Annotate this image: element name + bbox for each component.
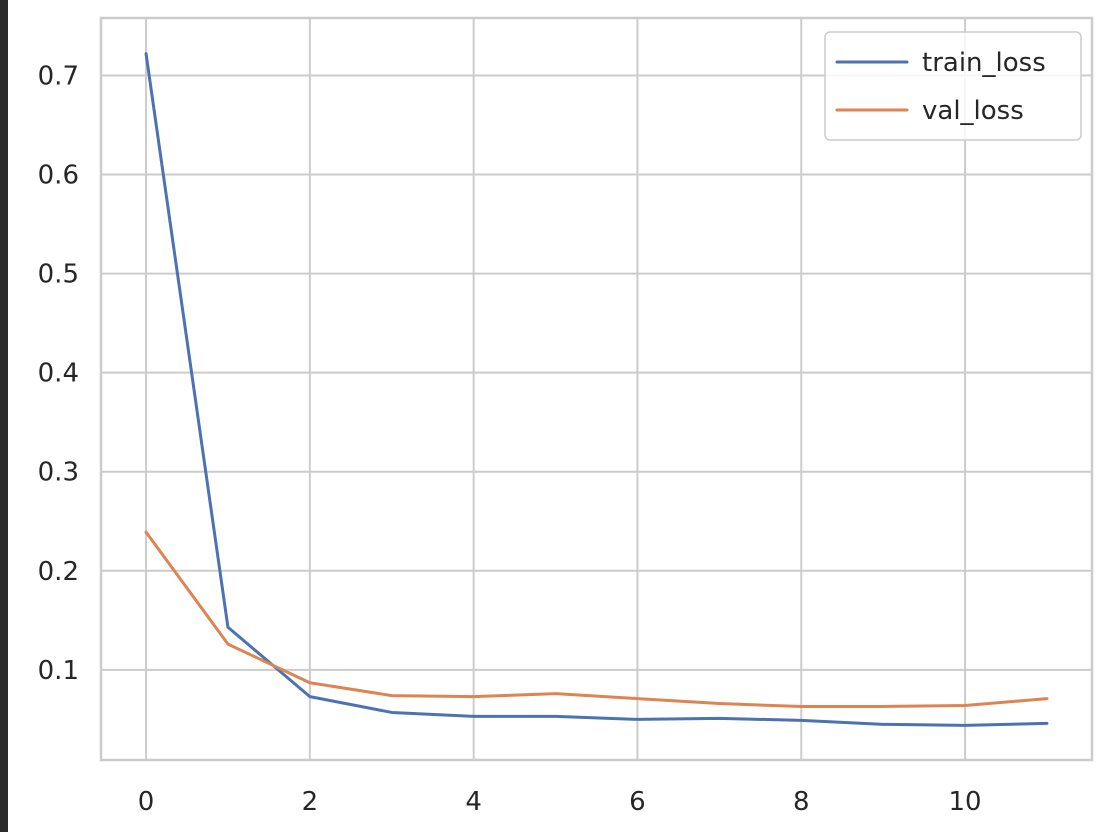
y-tick-label: 0.7 bbox=[38, 61, 79, 91]
y-axis-tick-labels: 0.1 0.2 0.3 0.4 0.5 0.6 0.7 bbox=[38, 61, 79, 685]
y-tick-label: 0.4 bbox=[38, 359, 79, 389]
chart-container: 0 2 4 6 8 10 0.1 0.2 0.3 0.4 0.5 0.6 0.7 train_loss… bbox=[8, 0, 1108, 832]
series-line-train-loss bbox=[144, 52, 1049, 727]
legend: train_loss val_loss bbox=[824, 31, 1082, 141]
x-tick-label: 10 bbox=[949, 787, 982, 817]
y-tick-label: 0.3 bbox=[38, 458, 79, 488]
plot-area-frame bbox=[99, 16, 1094, 762]
x-axis-tick-labels: 0 2 4 6 8 10 bbox=[138, 787, 982, 817]
loss-chart: 0 2 4 6 8 10 0.1 0.2 0.3 0.4 0.5 0.6 0.7 train_loss… bbox=[38, 16, 1094, 817]
series-line-val-loss bbox=[144, 530, 1049, 709]
x-tick-label: 0 bbox=[138, 787, 155, 817]
vertical-grid-lines bbox=[145, 18, 967, 760]
legend-box bbox=[824, 31, 1082, 141]
y-tick-label: 0.5 bbox=[38, 260, 79, 290]
x-tick-label: 4 bbox=[465, 787, 482, 817]
series-lines bbox=[144, 52, 1049, 727]
y-tick-label: 0.2 bbox=[38, 557, 79, 587]
horizontal-grid-lines bbox=[101, 74, 1092, 671]
x-tick-label: 8 bbox=[793, 787, 810, 817]
x-tick-label: 6 bbox=[629, 787, 646, 817]
x-tick-label: 2 bbox=[302, 787, 319, 817]
legend-items: train_loss val_loss bbox=[835, 48, 1046, 126]
y-tick-label: 0.1 bbox=[38, 656, 79, 686]
y-tick-label: 0.6 bbox=[38, 161, 79, 191]
legend-label-train-loss: train_loss bbox=[922, 48, 1046, 78]
legend-label-val-loss: val_loss bbox=[922, 96, 1024, 126]
